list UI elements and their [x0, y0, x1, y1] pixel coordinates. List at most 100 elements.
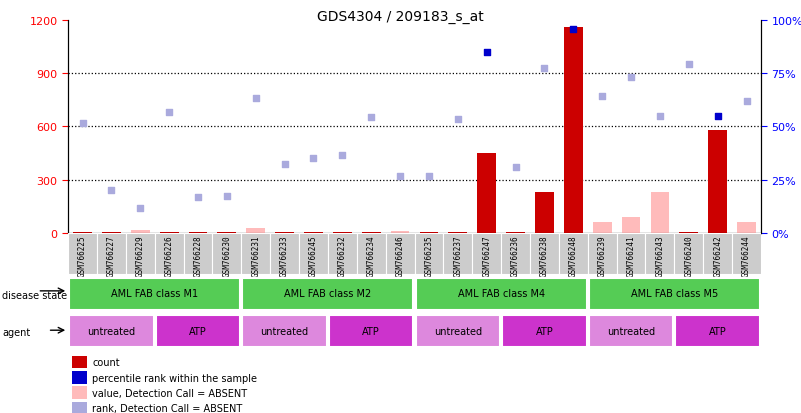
Bar: [131, 230, 150, 233]
Point: [481, 49, 493, 56]
Bar: [416, 278, 586, 311]
Bar: [588, 233, 617, 275]
Bar: [329, 315, 413, 348]
Point: [76, 120, 89, 127]
Bar: [155, 233, 183, 275]
Bar: [593, 223, 611, 233]
Text: AML FAB class M4: AML FAB class M4: [457, 289, 545, 299]
Text: GSM766236: GSM766236: [511, 235, 520, 276]
Bar: [385, 233, 415, 275]
Text: ATP: ATP: [189, 326, 207, 336]
Bar: [732, 233, 761, 275]
Point: [105, 188, 118, 194]
Text: GDS4304 / 209183_s_at: GDS4304 / 209183_s_at: [317, 10, 484, 24]
Point: [423, 173, 436, 180]
Text: untreated: untreated: [87, 326, 135, 336]
Bar: [535, 192, 553, 233]
Text: GSM766225: GSM766225: [78, 235, 87, 276]
Point: [654, 113, 666, 120]
Bar: [674, 233, 703, 275]
Text: AML FAB class M1: AML FAB class M1: [111, 289, 199, 299]
Bar: [502, 315, 586, 348]
Text: GSM766243: GSM766243: [655, 235, 664, 276]
Point: [509, 164, 522, 171]
Bar: [415, 233, 444, 275]
Bar: [299, 233, 328, 275]
Text: GSM766245: GSM766245: [309, 235, 318, 276]
Bar: [97, 233, 126, 275]
Text: GSM766244: GSM766244: [742, 235, 751, 276]
Bar: [126, 233, 155, 275]
Text: ATP: ATP: [709, 326, 727, 336]
Point: [682, 62, 695, 68]
Text: GSM766227: GSM766227: [107, 235, 116, 276]
Point: [220, 193, 233, 199]
Point: [364, 115, 377, 121]
Text: GSM766246: GSM766246: [396, 235, 405, 276]
Bar: [243, 315, 327, 348]
Point: [278, 161, 291, 168]
Text: GSM766241: GSM766241: [626, 235, 635, 276]
Text: GSM766235: GSM766235: [425, 235, 433, 276]
Bar: [270, 233, 299, 275]
Point: [134, 205, 147, 212]
Text: AML FAB class M5: AML FAB class M5: [630, 289, 718, 299]
Text: ATP: ATP: [362, 326, 380, 336]
Point: [625, 74, 638, 81]
Text: untreated: untreated: [607, 326, 655, 336]
Text: GSM766248: GSM766248: [569, 235, 578, 276]
Bar: [328, 233, 356, 275]
Bar: [416, 315, 500, 348]
Text: GSM766226: GSM766226: [165, 235, 174, 276]
Point: [596, 94, 609, 100]
Bar: [71, 387, 87, 399]
Text: untreated: untreated: [434, 326, 482, 336]
Text: value, Detection Call = ABSENT: value, Detection Call = ABSENT: [92, 387, 248, 398]
Text: untreated: untreated: [260, 326, 308, 336]
Text: GSM766228: GSM766228: [194, 235, 203, 276]
Bar: [559, 233, 588, 275]
Bar: [617, 233, 646, 275]
Bar: [156, 315, 240, 348]
Bar: [737, 223, 756, 233]
Point: [307, 156, 320, 162]
Bar: [243, 278, 413, 311]
Bar: [71, 372, 87, 384]
Bar: [247, 229, 265, 233]
Text: GSM766230: GSM766230: [223, 235, 231, 276]
Bar: [708, 131, 727, 233]
Bar: [473, 233, 501, 275]
Bar: [650, 192, 670, 233]
Bar: [501, 233, 530, 275]
Bar: [356, 233, 385, 275]
Text: GSM766239: GSM766239: [598, 235, 606, 276]
Text: GSM766242: GSM766242: [713, 235, 723, 276]
Text: percentile rank within the sample: percentile rank within the sample: [92, 373, 257, 383]
Point: [538, 65, 551, 72]
Text: GSM766240: GSM766240: [684, 235, 694, 276]
Bar: [69, 278, 240, 311]
Bar: [71, 356, 87, 368]
Text: disease state: disease state: [2, 290, 67, 300]
Text: agent: agent: [2, 328, 30, 337]
Bar: [71, 402, 87, 413]
Point: [336, 152, 348, 159]
Text: GSM766234: GSM766234: [367, 235, 376, 276]
Bar: [241, 233, 270, 275]
Text: GSM766231: GSM766231: [252, 235, 260, 276]
Bar: [646, 233, 674, 275]
Point: [163, 109, 175, 116]
Text: GSM766233: GSM766233: [280, 235, 289, 276]
Point: [740, 99, 753, 105]
Text: count: count: [92, 357, 120, 367]
Text: GSM766229: GSM766229: [135, 235, 145, 276]
Text: AML FAB class M2: AML FAB class M2: [284, 289, 372, 299]
Bar: [622, 217, 641, 233]
Bar: [703, 233, 732, 275]
Bar: [68, 233, 97, 275]
Text: ATP: ATP: [536, 326, 553, 336]
Point: [191, 195, 204, 201]
Bar: [391, 232, 409, 233]
Bar: [444, 233, 473, 275]
Bar: [477, 154, 496, 233]
